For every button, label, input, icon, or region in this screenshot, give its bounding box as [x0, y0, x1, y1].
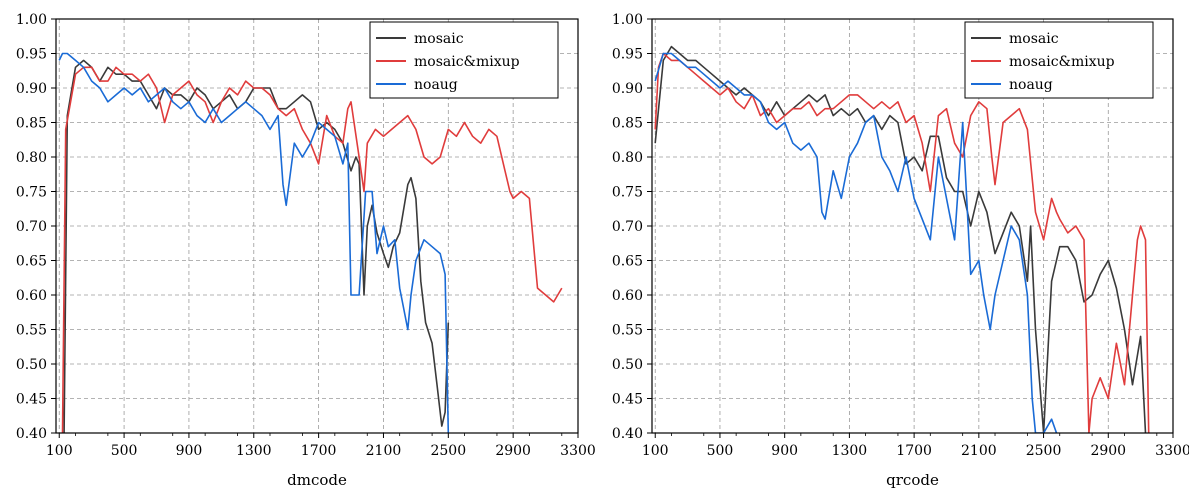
left-legend-label: mosaic — [414, 31, 464, 47]
right-x-tick-label: 2900 — [1090, 443, 1126, 459]
right-x-tick-label: 2100 — [961, 443, 997, 459]
right-series-line-mosaic — [654, 45, 1147, 433]
right-legend: mosaic mosaic&mixup noaug — [964, 21, 1154, 99]
left-y-tick-label: 0.40 — [16, 426, 47, 442]
right-x-tick-label: 1300 — [832, 443, 868, 459]
right-y-tick-label: 0.75 — [612, 185, 643, 201]
left-x-tick-label: 1700 — [301, 443, 337, 459]
left-series-group — [58, 52, 563, 433]
left-y-tick-label: 0.55 — [16, 323, 47, 339]
right-y-tick-label: 0.60 — [612, 288, 643, 304]
right-x-tick-label: 2500 — [1026, 443, 1062, 459]
left-series-line-noaug — [58, 52, 450, 433]
left-y-tick-label: 1.00 — [16, 12, 47, 28]
right-y-tick-label: 0.65 — [612, 254, 643, 270]
right-legend-label: mosaic — [1009, 31, 1059, 47]
right-y-tick-label: 0.85 — [612, 116, 643, 132]
right-series-line-noaug — [654, 52, 1058, 433]
left-y-tick-label: 0.95 — [16, 47, 47, 63]
right-series-line-mosaic-mixup — [654, 52, 1150, 433]
left-chart: 100 500 900 1300 1700 2100 2500 2900 3300 0.40 0.4… — [16, 12, 596, 489]
left-x-tick-label: 1300 — [236, 443, 272, 459]
right-y-tick-label: 0.90 — [612, 81, 643, 97]
left-x-axis-title: dmcode — [287, 471, 347, 489]
left-y-tick-label: 0.70 — [16, 219, 47, 235]
left-y-tick-label: 0.75 — [16, 185, 47, 201]
right-x-tick-label: 100 — [642, 443, 669, 459]
right-y-tick-label: 0.40 — [612, 426, 643, 442]
right-series-group — [654, 45, 1150, 433]
right-y-tick-label: 0.55 — [612, 323, 643, 339]
left-y-tick-label: 0.80 — [16, 150, 47, 166]
left-x-tick-label: 500 — [111, 443, 138, 459]
left-legend: mosaic mosaic&mixup noaug — [369, 21, 559, 99]
left-y-tick-label: 0.45 — [16, 392, 47, 408]
left-y-tick-label: 0.65 — [16, 254, 47, 270]
left-legend-label: noaug — [414, 77, 458, 93]
left-y-tick-label: 0.60 — [16, 288, 47, 304]
left-x-tick-label: 3300 — [560, 443, 596, 459]
left-legend-label: mosaic&mixup — [414, 54, 520, 70]
right-y-tick-label: 0.95 — [612, 47, 643, 63]
right-chart: 100 500 900 1300 1700 2100 2500 2900 3300 0.40 0.4… — [612, 12, 1189, 489]
right-y-tick-label: 0.80 — [612, 150, 643, 166]
left-y-tick-label: 0.50 — [16, 357, 47, 373]
right-x-tick-label: 1700 — [896, 443, 932, 459]
right-y-tick-label: 0.50 — [612, 357, 643, 373]
left-y-tick-label: 0.85 — [16, 116, 47, 132]
right-legend-label: noaug — [1009, 77, 1053, 93]
left-x-tick-label: 2900 — [495, 443, 531, 459]
left-x-tick-label: 2100 — [366, 443, 402, 459]
right-x-tick-label: 500 — [707, 443, 734, 459]
right-x-tick-label: 3300 — [1155, 443, 1189, 459]
left-y-tick-label: 0.90 — [16, 81, 47, 97]
left-x-tick-label: 100 — [46, 443, 73, 459]
right-legend-label: mosaic&mixup — [1009, 54, 1115, 70]
right-y-tick-label: 1.00 — [612, 12, 643, 28]
left-x-tick-label: 2500 — [430, 443, 466, 459]
left-series-line-mosaic — [63, 59, 450, 433]
left-series-line-mosaic-mixup — [61, 66, 563, 433]
right-y-tick-label: 0.70 — [612, 219, 643, 235]
left-x-tick-label: 900 — [176, 443, 203, 459]
right-x-axis-title: qrcode — [886, 471, 939, 489]
right-y-tick-label: 0.45 — [612, 392, 643, 408]
right-x-tick-label: 900 — [771, 443, 798, 459]
